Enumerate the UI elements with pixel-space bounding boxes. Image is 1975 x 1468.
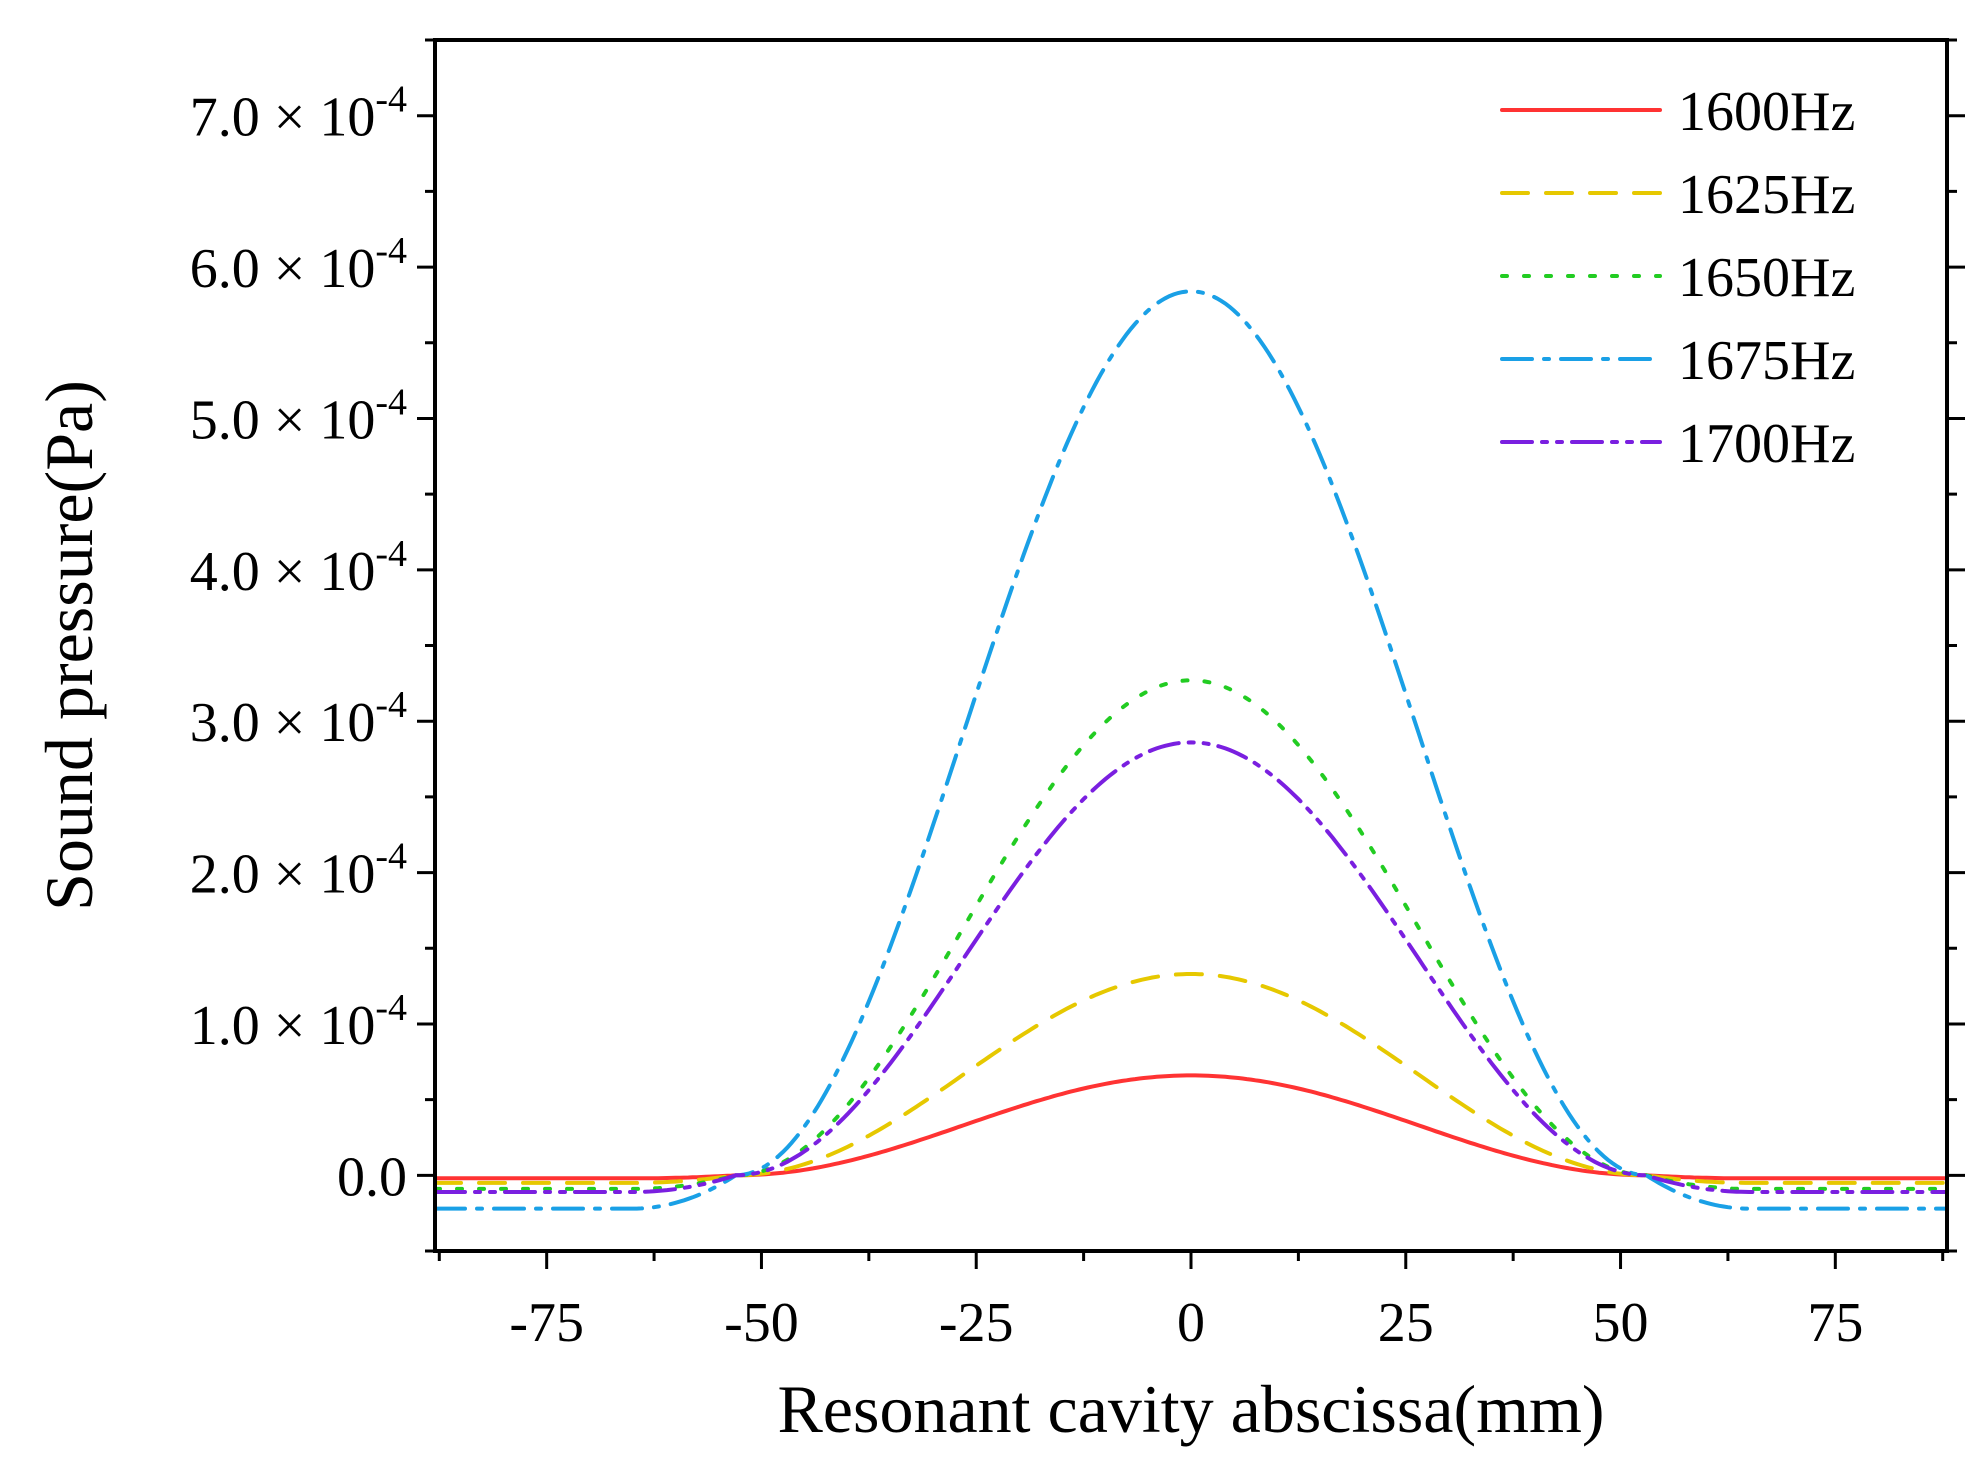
x-tick-label: -25 xyxy=(939,1292,1014,1354)
y-tick-label: 1.0 × 10-4 xyxy=(190,987,407,1057)
series-line-1600Hz xyxy=(433,1073,1949,1181)
y-tick-label: 4.0 × 10-4 xyxy=(190,533,407,603)
y-tick-label: 5.0 × 10-4 xyxy=(190,381,407,451)
x-axis-title: Resonant cavity abscissa(mm) xyxy=(777,1371,1604,1447)
series-line-1675Hz xyxy=(433,289,1949,1211)
x-tick-label: 0 xyxy=(1177,1292,1205,1354)
x-tick-label: -75 xyxy=(509,1292,584,1354)
x-tick-label: 75 xyxy=(1807,1292,1863,1354)
y-tick-labels: 0.0 1.0 × 10-4 2.0 × 10-4 3.0 × 10-4 4.0 × 1… xyxy=(190,79,407,1209)
y-tick-label: 7.0 × 10-4 xyxy=(190,79,407,149)
series-line-1700Hz xyxy=(433,740,1949,1194)
legend-label: 1600Hz xyxy=(1678,81,1855,143)
y-tick-label: 3.0 × 10-4 xyxy=(190,684,407,754)
y-tick-label: 6.0 × 10-4 xyxy=(190,230,407,300)
legend: 1600Hz 1625Hz 1650Hz 1675Hz 1700Hz xyxy=(1500,81,1855,475)
y-axis-title: Sound pressure(Pa) xyxy=(31,380,107,911)
legend-label: 1650Hz xyxy=(1678,247,1855,309)
series-line-1650Hz xyxy=(433,678,1949,1191)
y-tick-label: 0.0 xyxy=(337,1146,407,1208)
series-group xyxy=(433,289,1949,1211)
y-tick-label: 2.0 × 10-4 xyxy=(190,836,407,906)
series-line-1625Hz xyxy=(433,972,1949,1185)
x-tick-label: 50 xyxy=(1593,1292,1649,1354)
x-tick-labels: -75 -50 -25 0 25 50 75 xyxy=(509,1292,1863,1354)
legend-label: 1625Hz xyxy=(1678,164,1855,226)
x-tick-label: -50 xyxy=(724,1292,799,1354)
legend-label: 1675Hz xyxy=(1678,330,1855,392)
axis-ticks xyxy=(417,38,1965,1269)
legend-label: 1700Hz xyxy=(1678,413,1855,475)
x-tick-label: 25 xyxy=(1378,1292,1434,1354)
